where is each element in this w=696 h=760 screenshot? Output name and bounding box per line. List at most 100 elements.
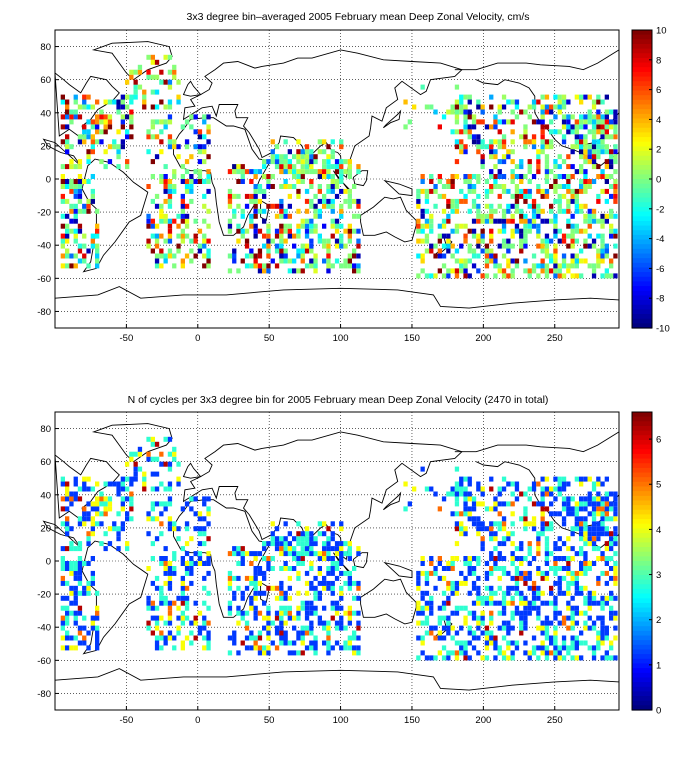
velocity-bin-cell: [60, 233, 65, 239]
cycles-bin-cell: [467, 506, 472, 512]
cycles-bin-cell: [484, 640, 490, 646]
cycles-bin-cell: [300, 605, 305, 611]
cycles-bin-cell: [300, 536, 305, 542]
velocity-bin-cell: [459, 109, 464, 115]
velocity-bin-cell: [253, 253, 258, 259]
velocity-bin-cell: [613, 124, 618, 130]
velocity-bin-cell: [596, 144, 601, 150]
cycles-bin-cell: [506, 585, 511, 591]
cycles-bin-cell: [579, 506, 584, 512]
cycles-bin-cell: [523, 491, 528, 497]
velocity-bin-cell: [227, 228, 233, 234]
velocity-bin-cell: [347, 228, 352, 234]
cycles-bin-cell: [90, 620, 95, 626]
velocity-bin-cell: [574, 203, 579, 209]
velocity-bin-cell: [292, 258, 297, 264]
cycles-bin-cell: [527, 561, 532, 566]
cycles-bin-cell: [189, 561, 194, 566]
cycles-bin-cell: [536, 551, 541, 557]
velocity-bin-cell: [197, 129, 203, 135]
cycles-bin-cell: [154, 486, 160, 492]
velocity-bin-cell: [244, 203, 250, 209]
velocity-bin-cell: [549, 139, 554, 145]
cycles-bin-cell: [176, 630, 181, 636]
velocity-bin-cell: [326, 253, 331, 259]
cycles-bin-cell: [583, 516, 588, 522]
cycles-coastline: [54, 668, 620, 691]
velocity-bin-cell: [476, 253, 481, 259]
velocity-bin-cell: [347, 188, 352, 194]
velocity-bin-cell: [309, 154, 314, 160]
velocity-bin-cell: [557, 174, 562, 179]
velocity-bin-cell: [553, 184, 558, 189]
velocity-colorbar-segment: [632, 57, 652, 64]
velocity-bin-cell: [296, 179, 301, 184]
velocity-bin-cell: [180, 164, 185, 170]
cycles-bin-cell: [553, 630, 558, 636]
velocity-bin-cell: [202, 243, 207, 249]
cycles-bin-cell: [69, 561, 74, 566]
cycles-bin-cell: [476, 620, 481, 626]
velocity-bin-cell: [544, 179, 550, 184]
velocity-bin-cell: [69, 179, 74, 184]
cycles-bin-cell: [347, 541, 352, 547]
cycles-bin-cell: [270, 521, 275, 527]
velocity-bin-cell: [476, 208, 481, 214]
velocity-bin-cell: [189, 238, 194, 244]
cycles-bin-cell: [463, 496, 468, 502]
cycles-bin-cell: [536, 531, 541, 537]
velocity-bin-cell: [206, 129, 211, 135]
cycles-bin-cell: [326, 541, 331, 547]
velocity-bin-cell: [125, 159, 130, 165]
cycles-bin-cell: [424, 590, 430, 596]
cycles-bin-cell: [206, 570, 211, 576]
velocity-bin-cell: [544, 273, 550, 279]
velocity-bin-cell: [536, 119, 541, 125]
velocity-bin-cell: [309, 203, 314, 209]
velocity-bin-cell: [429, 243, 434, 249]
velocity-bin-cell: [206, 174, 211, 179]
velocity-bin-cell: [304, 228, 310, 234]
cycles-bin-cell: [553, 655, 558, 661]
velocity-bin-cell: [549, 253, 554, 259]
cycles-bin-cell: [587, 590, 592, 596]
cycles-bin-cell: [206, 511, 211, 517]
velocity-bin-cell: [227, 193, 233, 199]
velocity-bin-cell: [536, 169, 541, 175]
cycles-bin-cell: [330, 590, 335, 596]
velocity-bin-cell: [437, 248, 442, 254]
cycles-bin-cell: [566, 506, 571, 512]
cycles-bin-cell: [330, 536, 335, 542]
cycles-bin-cell: [322, 546, 327, 552]
velocity-bin-cell: [129, 94, 134, 100]
velocity-bin-cell: [489, 218, 494, 224]
velocity-bin-cell: [266, 179, 271, 184]
velocity-bin-cell: [304, 149, 310, 155]
velocity-bin-cell: [206, 238, 211, 244]
cycles-bin-cell: [536, 610, 541, 616]
velocity-bin-cell: [244, 169, 250, 175]
velocity-bin-cell: [202, 114, 207, 120]
velocity-bin-cell: [65, 124, 70, 130]
cycles-bin-cell: [467, 496, 472, 502]
cycles-bin-cell: [262, 645, 267, 651]
cycles-bin-cell: [304, 590, 310, 596]
velocity-bin-cell: [322, 223, 327, 229]
velocity-bin-cell: [463, 129, 468, 135]
velocity-bin-cell: [587, 213, 592, 219]
cycles-bin-cell: [557, 566, 562, 571]
velocity-bin-cell: [159, 69, 164, 75]
cycles-bin-cell: [180, 575, 185, 581]
cycles-bin-cell: [497, 600, 502, 606]
cycles-bin-cell: [566, 615, 571, 621]
velocity-bin-cell: [77, 208, 83, 214]
cycles-bin-cell: [489, 506, 494, 512]
cycles-bin-cell: [561, 521, 567, 527]
velocity-bins: [60, 54, 618, 279]
cycles-bin-cell: [566, 496, 571, 502]
velocity-bin-cell: [356, 228, 361, 234]
velocity-bin-cell: [287, 203, 292, 209]
cycles-bin-cell: [549, 635, 554, 641]
velocity-bin-cell: [604, 149, 609, 155]
velocity-bin-cell: [309, 159, 314, 165]
